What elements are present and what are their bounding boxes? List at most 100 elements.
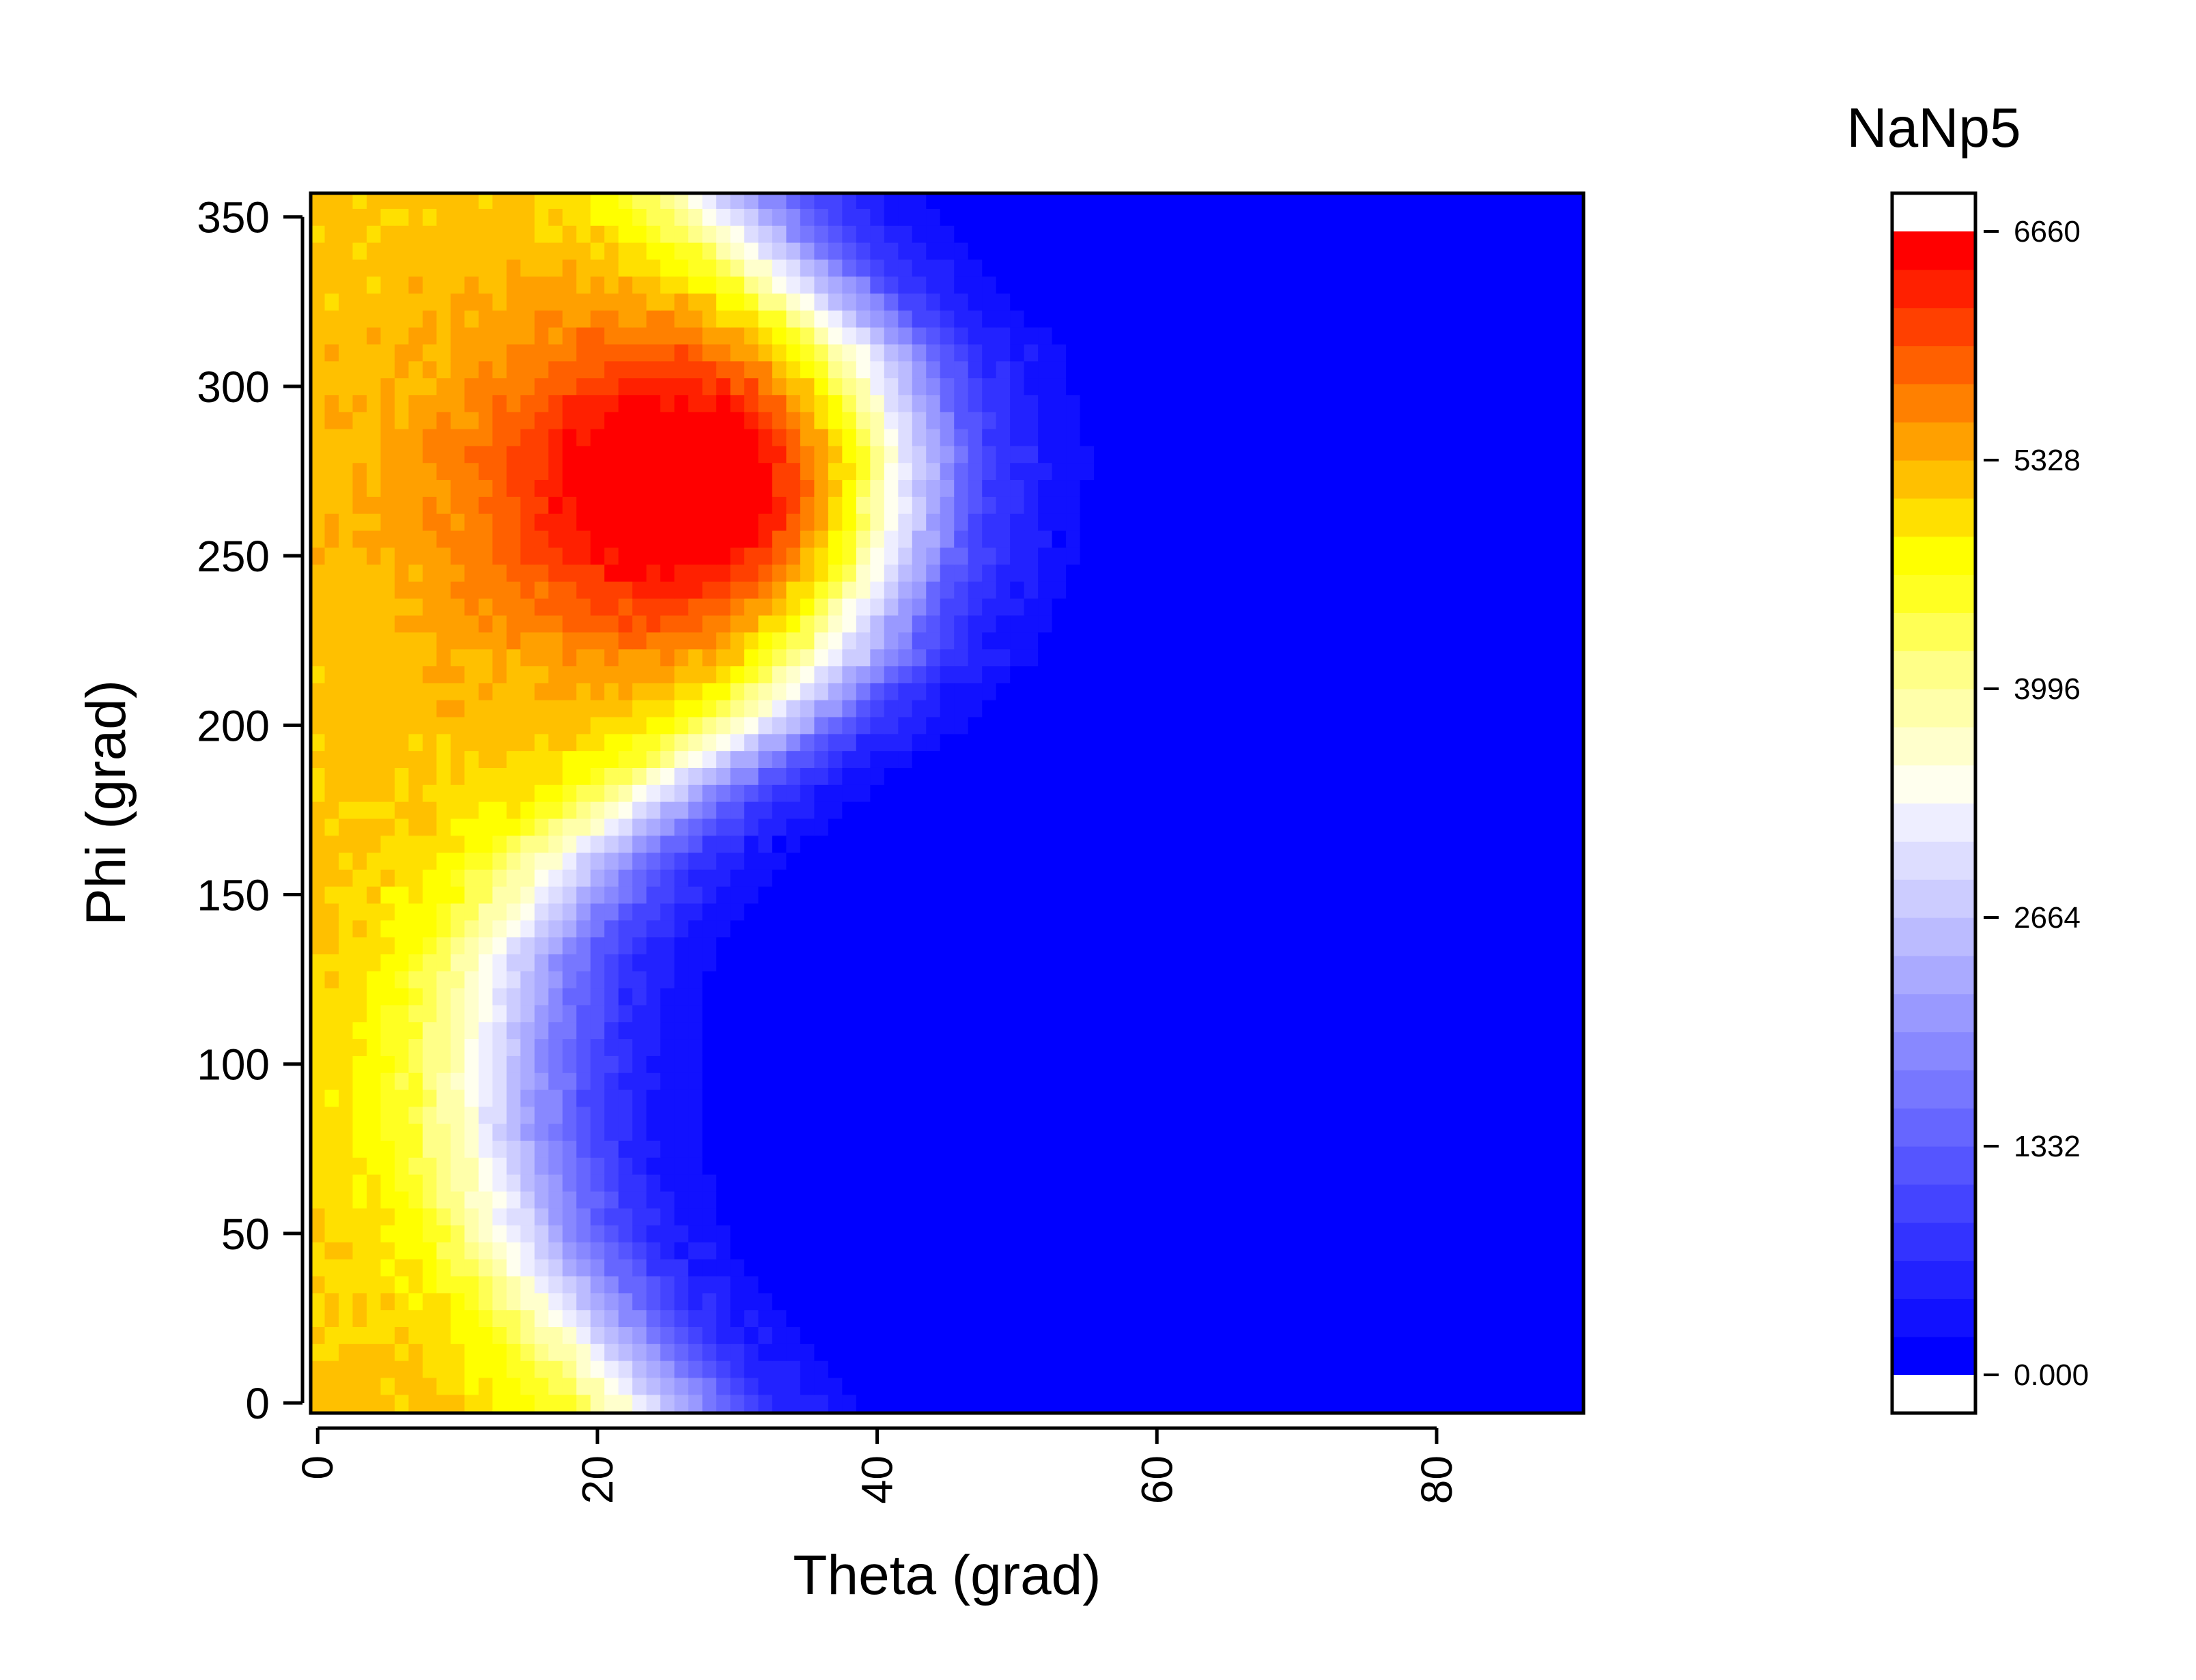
heatmap-cell — [912, 581, 927, 599]
heatmap-cell — [394, 564, 409, 582]
heatmap-cell — [1429, 852, 1444, 870]
heatmap-cell — [1345, 1174, 1360, 1192]
heatmap-cell — [1066, 1089, 1081, 1107]
heatmap-cell — [814, 1055, 829, 1073]
heatmap-cell — [1373, 1123, 1388, 1141]
heatmap-cell — [1304, 1208, 1319, 1226]
heatmap-cell — [1108, 564, 1123, 582]
heatmap-cell — [912, 818, 927, 836]
heatmap-cell — [968, 631, 983, 650]
heatmap-cell — [324, 1242, 339, 1259]
heatmap-cell — [408, 1343, 423, 1361]
heatmap-cell — [758, 598, 773, 616]
heatmap-cell — [1276, 954, 1291, 971]
heatmap-cell — [1220, 750, 1235, 768]
heatmap-cell — [1205, 869, 1221, 887]
heatmap-cell — [730, 1394, 745, 1414]
heatmap-cell — [1192, 496, 1207, 514]
heatmap-cell — [562, 733, 577, 752]
heatmap-cell — [814, 1309, 829, 1328]
heatmap-cell — [716, 1174, 731, 1192]
heatmap-cell — [1500, 564, 1515, 582]
heatmap-cell — [688, 1326, 703, 1344]
heatmap-cell — [590, 954, 605, 971]
heatmap-cell — [380, 1275, 395, 1294]
heatmap-cell — [828, 513, 843, 531]
heatmap-cell — [1248, 835, 1263, 853]
heatmap-cell — [352, 1106, 367, 1124]
heatmap-cell — [856, 954, 871, 971]
heatmap-cell — [1332, 1292, 1347, 1311]
heatmap-cell — [1066, 1021, 1081, 1040]
heatmap-cell — [1150, 937, 1165, 954]
heatmap-cell — [1332, 530, 1347, 548]
heatmap-cell — [702, 954, 717, 971]
heatmap-cell — [324, 530, 339, 548]
heatmap-cell — [506, 1309, 521, 1328]
heatmap-cell — [730, 971, 745, 988]
heatmap-cell — [968, 1208, 983, 1226]
heatmap-cell — [828, 1361, 843, 1378]
heatmap-cell — [1485, 1089, 1500, 1107]
heatmap-cell — [1457, 1377, 1472, 1395]
heatmap-cell — [772, 700, 787, 717]
heatmap-cell — [520, 801, 535, 819]
heatmap-cell — [604, 1021, 619, 1040]
heatmap-cell — [1066, 581, 1081, 599]
heatmap-cell — [1066, 1191, 1081, 1209]
heatmap-cell — [996, 1072, 1011, 1090]
heatmap-cell — [1276, 615, 1291, 633]
heatmap-cell — [842, 954, 857, 971]
heatmap-cell — [311, 1208, 326, 1226]
heatmap-cell — [688, 1157, 703, 1175]
heatmap-cell — [604, 1377, 619, 1395]
heatmap-cell — [366, 1072, 382, 1090]
heatmap-cell — [968, 530, 983, 548]
heatmap-cell — [842, 750, 857, 768]
heatmap-cell — [1541, 615, 1556, 633]
heatmap-cell — [968, 666, 983, 683]
heatmap-cell — [674, 988, 689, 1006]
heatmap-cell — [632, 1225, 647, 1242]
heatmap-cell — [772, 886, 787, 904]
heatmap-cell — [1401, 1089, 1416, 1107]
heatmap-cell — [1513, 869, 1528, 887]
heatmap-cell — [1429, 902, 1444, 921]
heatmap-cell — [1528, 1157, 1543, 1175]
heatmap-cell — [1136, 818, 1151, 836]
heatmap-cell — [1052, 1055, 1067, 1073]
heatmap-cell — [674, 716, 689, 735]
heatmap-cell — [1360, 666, 1375, 683]
heatmap-cell — [422, 1326, 437, 1344]
heatmap-cell — [828, 1191, 843, 1209]
heatmap-cell — [576, 971, 591, 988]
heatmap-cell — [408, 902, 423, 921]
heatmap-cell — [576, 954, 591, 971]
heatmap-cell — [702, 733, 717, 752]
heatmap-cell — [982, 683, 997, 700]
heatmap-cell — [926, 1361, 941, 1378]
heatmap-cell — [996, 1038, 1011, 1056]
heatmap-cell — [1205, 631, 1221, 650]
heatmap-cell — [604, 750, 619, 768]
heatmap-cell — [478, 683, 493, 700]
heatmap-cell — [1150, 1361, 1165, 1378]
heatmap-cell — [1010, 818, 1025, 836]
heatmap-cell — [870, 971, 885, 988]
heatmap-cell — [422, 1072, 437, 1090]
heatmap-cell — [1192, 784, 1207, 802]
heatmap-cell — [1122, 1394, 1137, 1414]
heatmap-cell — [912, 649, 927, 667]
heatmap-cell — [688, 1089, 703, 1107]
heatmap-cell — [1094, 1326, 1109, 1344]
heatmap-cell — [324, 1123, 339, 1141]
heatmap-cell — [1150, 971, 1165, 988]
heatmap-cell — [1332, 1089, 1347, 1107]
heatmap-cell — [492, 1089, 507, 1107]
heatmap-cell — [744, 937, 759, 954]
heatmap-cell — [1233, 700, 1248, 717]
heatmap-cell — [604, 530, 619, 548]
heatmap-cell — [1248, 1038, 1263, 1056]
heatmap-cell — [1080, 1292, 1095, 1311]
